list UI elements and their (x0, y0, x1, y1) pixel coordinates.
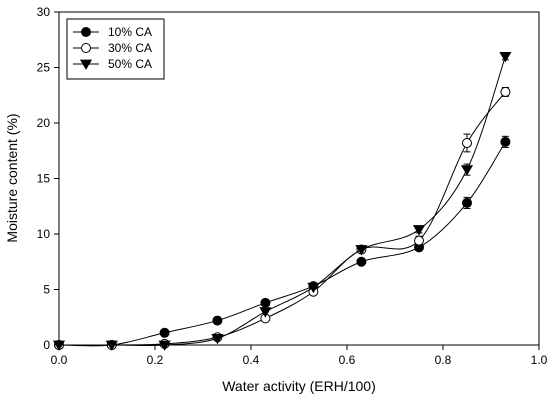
data-point (460, 165, 474, 176)
data-point (158, 340, 171, 351)
data-point (211, 333, 224, 345)
y-axis-label: Moisture content (%) (4, 113, 20, 242)
x-tick-label: 0.0 (51, 353, 68, 367)
series-line (58, 56, 506, 346)
data-point (259, 307, 272, 318)
data-point (499, 52, 512, 63)
x-tick-label: 0.4 (243, 353, 260, 367)
ticks-layer: 0.0 0.2 0.4 0.6 0.8 1.0 0 5 10 15 20 25 30 (37, 5, 548, 367)
y-tick-label: 10 (37, 227, 51, 241)
y-tick-label: 30 (37, 5, 51, 19)
series-2 (54, 86, 511, 350)
y-tick-label: 15 (37, 172, 51, 186)
legend-label: 10% CA (108, 25, 152, 39)
data-point (500, 136, 511, 147)
data-point (307, 282, 320, 294)
data-point (462, 197, 472, 208)
series-line (58, 91, 506, 346)
y-tick-label: 25 (37, 61, 51, 75)
y-tick-label: 20 (37, 116, 51, 130)
x-tick-label: 1.0 (531, 353, 548, 367)
x-tick-label: 0.2 (147, 353, 164, 367)
legend-marker (81, 43, 91, 53)
data-point (356, 256, 367, 267)
data-point (105, 340, 118, 351)
legend-label: 50% CA (108, 57, 152, 71)
y-tick-label: 0 (43, 338, 50, 352)
legend: 10% CA 30% CA 50% CA (66, 18, 165, 80)
data-point (412, 225, 426, 236)
y-tick-label: 5 (43, 283, 50, 297)
legend-marker (79, 59, 93, 70)
data-point (414, 235, 424, 246)
data-point (159, 327, 170, 338)
legend-marker (81, 27, 91, 37)
series-1 (54, 135, 511, 350)
data-point (212, 315, 223, 326)
data-point (260, 297, 271, 308)
x-tick-label: 0.6 (339, 353, 356, 367)
data-point (500, 86, 511, 97)
data-point (355, 245, 368, 256)
series-3 (52, 52, 512, 351)
x-tick-label: 0.8 (435, 353, 452, 367)
series-layer (52, 52, 512, 351)
x-axis-label: Water activity (ERH/100) (222, 378, 376, 394)
data-point (462, 137, 472, 148)
legend-label: 30% CA (108, 41, 152, 55)
series-line (58, 141, 506, 347)
